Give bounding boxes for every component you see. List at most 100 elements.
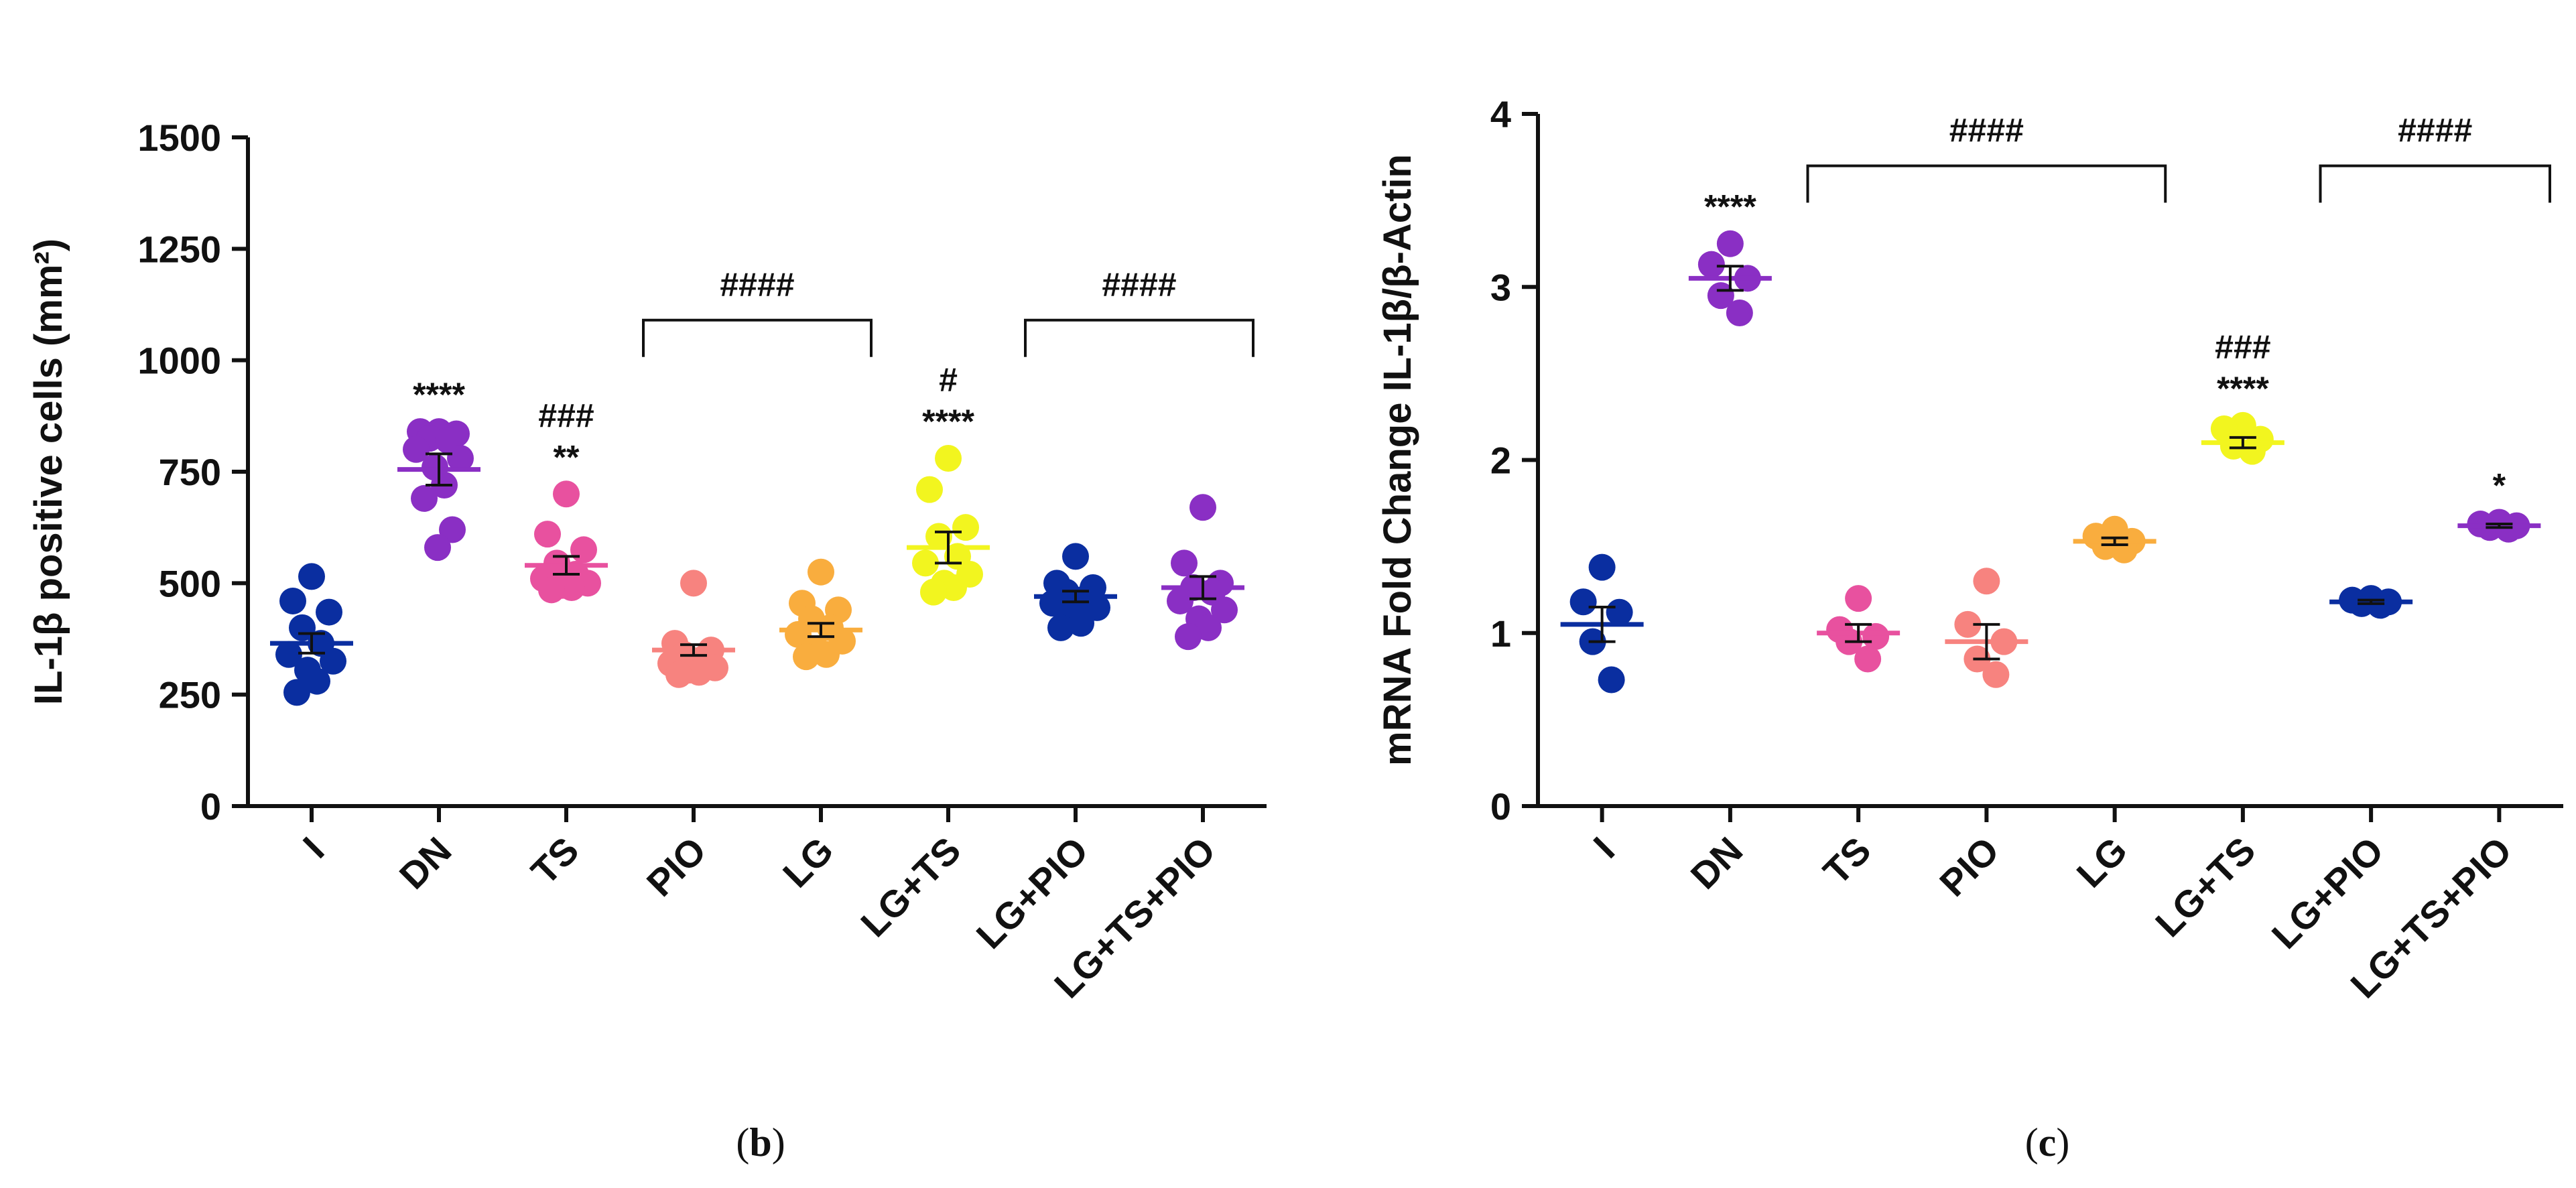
x-tick-label: PIO [639,829,714,905]
data-point [1598,666,1625,694]
data-point [1716,230,1744,257]
x-tick-label: LG+TS [852,829,968,945]
data-point [1211,596,1238,624]
data-point [665,661,692,688]
data-point [1588,553,1616,581]
data-point [916,476,943,503]
data-point [411,484,438,512]
group-TS [525,480,608,604]
caption-close: ) [2056,1120,2069,1165]
group-TS [1817,585,1901,673]
x-tick-label: TS [1815,829,1878,893]
data-point [1973,568,2000,595]
data-point [1171,549,1198,577]
data-point [1195,614,1222,641]
data-point [553,480,580,508]
x-tick-label: DN [391,829,460,897]
y-tick-label: 2 [1490,440,1511,482]
significance-bracket [642,318,873,357]
significance-label: ### [538,397,594,434]
x-tick-label: DN [1683,829,1751,897]
data-point [1954,610,1982,638]
y-tick-label: 0 [200,785,221,828]
y-tick-label: 0 [1490,785,1511,828]
x-tick-label: LG+TS [2147,829,2263,945]
significance-label: * [2493,466,2506,504]
y-tick-label: 1250 [137,228,221,270]
data-point [1189,494,1216,521]
data-point [1047,614,1074,641]
data-point [570,536,597,564]
data-point [298,563,325,590]
group-LG+PIO [2329,585,2413,619]
y-axis-label: IL-1β positive cells (mm²) [27,239,70,705]
data-point [403,436,430,463]
significance-bracket [1024,318,1254,357]
x-tick-label: I [1586,829,1623,866]
bracket-label: #### [1949,111,2024,149]
data-point [304,667,330,695]
data-point [793,643,820,671]
data-point [1707,282,1734,310]
significance-label: ### [2215,328,2270,366]
caption-open: ( [2025,1120,2039,1165]
data-point [1175,623,1202,651]
data-point [808,558,834,586]
group-LG [2073,515,2156,564]
group-LG+TS [907,445,990,606]
data-point [1062,543,1089,570]
y-tick-label: 1500 [137,117,221,159]
significance-label: **** [1704,188,1756,226]
data-point [1167,587,1194,614]
significance-label: **** [2217,370,2269,407]
x-tick-label: I [295,829,332,866]
data-point [686,659,712,686]
x-tick-label: LG [2069,829,2136,896]
data-point [1845,585,1872,612]
data-point [558,574,585,601]
data-point [1569,588,1597,616]
data-point [320,647,346,675]
x-tick-label: TS [523,829,586,893]
y-tick-label: 1000 [137,340,221,382]
data-point [925,523,952,550]
group-PIO [652,570,735,688]
bracket-label: #### [720,266,794,304]
data-point [316,598,342,626]
significance-label: ** [554,438,580,476]
panel-caption: (c) [2025,1120,2070,1165]
data-point [1862,622,1890,650]
data-point [2495,515,2522,543]
x-tick-label: LG [775,829,842,896]
data-point [1854,645,1882,673]
bracket-label: #### [2398,111,2472,149]
chart-panel-b: 0 250 500 750 1000 1250 1500 IL-1β positive cel… [27,117,1267,1165]
group-I [270,563,353,706]
data-point [680,570,707,597]
data-point [1982,661,2010,688]
y-tick-label: 3 [1490,266,1511,308]
significance-bracket [1806,164,2167,203]
significance-label: **** [922,403,974,440]
data-point [940,574,967,601]
data-point [447,445,474,472]
caption-close: ) [772,1120,785,1165]
data-point [952,514,979,541]
group-I [1560,553,1644,694]
y-tick-label: 1 [1490,612,1511,655]
chart-panel-c: 0 1 2 3 4 mRNA Fold Change IL-1β/β-Actin I DN TS… [1376,93,2563,1165]
group-LG+TS+PIO [1161,494,1244,651]
caption-letter: b [749,1120,771,1165]
group-LG [779,558,862,671]
data-point [283,679,310,706]
data-point [279,587,306,614]
x-tick-label: LG+PIO [968,829,1096,957]
data-point [424,534,451,562]
caption-open: ( [736,1120,749,1165]
group-LG+PIO [1034,543,1117,641]
group-LG+TS+PIO [2457,509,2541,543]
data-point [2367,592,2394,619]
significance-bracket [2319,164,2551,203]
significance-label: **** [413,376,465,413]
